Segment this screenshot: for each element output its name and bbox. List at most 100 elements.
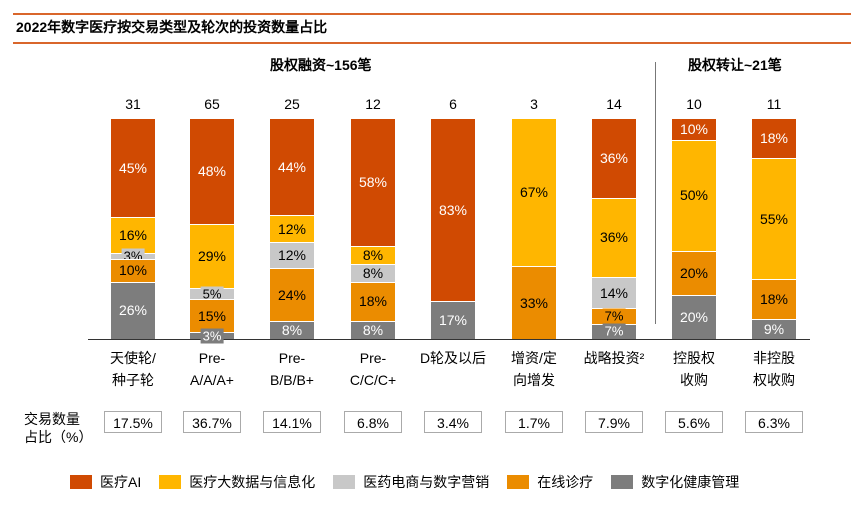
- group-divider: [655, 62, 656, 324]
- share-row-label: 交易数量 占比（%）: [24, 410, 92, 446]
- bar-total-label: 11: [766, 96, 782, 112]
- bar-segment: [672, 118, 716, 141]
- stacked-bar: 44% 12% 12% 24% 8%: [270, 118, 314, 339]
- stacked-bar: 45% 16% 3% 10% 26%: [111, 118, 155, 339]
- legend-swatch: [507, 475, 530, 489]
- category-label: Pre- A/A/A+: [190, 350, 234, 388]
- data-label: 3%: [200, 328, 224, 344]
- bar-total-label: 10: [686, 96, 702, 112]
- stacked-bar: 67% 33%: [512, 118, 556, 339]
- data-label: 18%: [759, 129, 789, 146]
- legend-label: 数字化健康管理: [641, 474, 740, 490]
- data-label: 29%: [197, 248, 227, 265]
- stacked-bar: 83% 17%: [431, 118, 475, 339]
- bar-total-label: 25: [284, 96, 300, 112]
- data-label: 36%: [599, 229, 629, 246]
- bar-total-label: 3: [530, 96, 538, 112]
- data-label: 12%: [277, 220, 307, 237]
- chart-title: 2022年数字医疗按交易类型及轮次的投资数量占比: [16, 19, 328, 35]
- data-label: 8%: [362, 322, 384, 339]
- legend-item: 数字化健康管理: [611, 472, 739, 492]
- category-label: 非控股 权收购: [753, 350, 795, 388]
- bar-segment: [752, 319, 796, 339]
- data-label: 58%: [358, 174, 388, 191]
- legend-label: 在线诊疗: [537, 474, 594, 490]
- data-label: 7%: [602, 308, 626, 324]
- bar-segment: [351, 263, 395, 282]
- data-label: 16%: [118, 227, 148, 244]
- bar-segment: [351, 281, 395, 322]
- share-value: 3.4%: [424, 411, 482, 433]
- bar-segment: [111, 118, 155, 218]
- data-label: 10%: [118, 262, 148, 279]
- bar-segment: [190, 118, 234, 225]
- bar-segment: [351, 246, 395, 264]
- share-value: 1.7%: [505, 411, 563, 433]
- bar-segment: [672, 294, 716, 339]
- bar-segment: [111, 217, 155, 253]
- legend: 医疗AI 医疗大数据与信息化 医药电商与数字营销 在线诊疗 数字化健康管理: [70, 472, 739, 492]
- category-label: 天使轮/ 种子轮: [110, 350, 156, 388]
- legend-item: 医疗大数据与信息化: [159, 472, 315, 492]
- share-value: 36.7%: [183, 411, 241, 433]
- bar-segment: [270, 241, 314, 269]
- legend-swatch: [611, 475, 634, 489]
- stacked-bar: 10% 50% 20% 20%: [672, 118, 716, 339]
- share-value: 6.8%: [344, 411, 402, 433]
- legend-label: 医疗AI: [100, 474, 142, 490]
- data-label: 45%: [118, 159, 148, 176]
- bar-total-label: 12: [365, 96, 381, 112]
- bar-segment: [512, 118, 556, 267]
- data-label: 20%: [679, 308, 709, 325]
- bar-segment: [190, 299, 234, 333]
- bar-segment: [592, 277, 636, 309]
- legend-label: 医药电商与数字营销: [363, 474, 490, 490]
- share-value: 17.5%: [104, 411, 162, 433]
- legend-swatch: [70, 475, 92, 489]
- bar-segment: [672, 140, 716, 251]
- bar-segment: [351, 321, 395, 339]
- data-label: 8%: [281, 322, 303, 339]
- group-label-equity-transfer: 股权转让~21笔: [688, 57, 782, 73]
- bar-segment: [270, 321, 314, 339]
- legend-item: 医疗AI: [70, 472, 141, 492]
- bar-segment: [431, 301, 475, 339]
- data-label: 8%: [362, 264, 384, 281]
- data-label: 55%: [759, 210, 789, 227]
- data-label: 50%: [679, 187, 709, 204]
- bar-segment: [752, 157, 796, 280]
- data-label: 26%: [118, 302, 148, 319]
- bar-segment: [111, 259, 155, 282]
- share-label-text: 交易数量 占比（%）: [24, 411, 93, 445]
- bar-segment: [431, 118, 475, 302]
- category-label: Pre- B/B/B+: [270, 350, 314, 388]
- bar-segment: [190, 224, 234, 289]
- bar-total-label: 65: [204, 96, 220, 112]
- bar-total-label: 14: [606, 96, 622, 112]
- stacked-bar: 18% 55% 18% 9%: [752, 118, 796, 339]
- bar-segment: [752, 279, 796, 320]
- stacked-bar: 58% 8% 8% 18% 8%: [351, 118, 395, 339]
- bar-segment: [512, 266, 556, 339]
- bar-segment: [111, 281, 155, 339]
- bar-segment: [351, 118, 395, 247]
- data-label: 36%: [599, 149, 629, 166]
- data-label: 20%: [679, 264, 709, 281]
- top-rule: [13, 13, 851, 15]
- share-value: 6.3%: [745, 411, 803, 433]
- data-label: 24%: [277, 286, 307, 303]
- bar-segment: [752, 118, 796, 158]
- category-label: 战略投资²: [583, 350, 645, 366]
- legend-item: 在线诊疗: [507, 472, 593, 492]
- legend-item: 医药电商与数字营销: [333, 472, 489, 492]
- data-label: 8%: [362, 247, 384, 264]
- legend-label: 医疗大数据与信息化: [189, 474, 316, 490]
- bar-segment: [672, 250, 716, 295]
- title-rule: [13, 42, 851, 44]
- category-label: 控股权 收购: [673, 350, 715, 388]
- bar-total-label: 6: [449, 96, 457, 112]
- bar-segment: [592, 197, 636, 278]
- share-value: 7.9%: [585, 411, 643, 433]
- legend-swatch: [159, 475, 182, 489]
